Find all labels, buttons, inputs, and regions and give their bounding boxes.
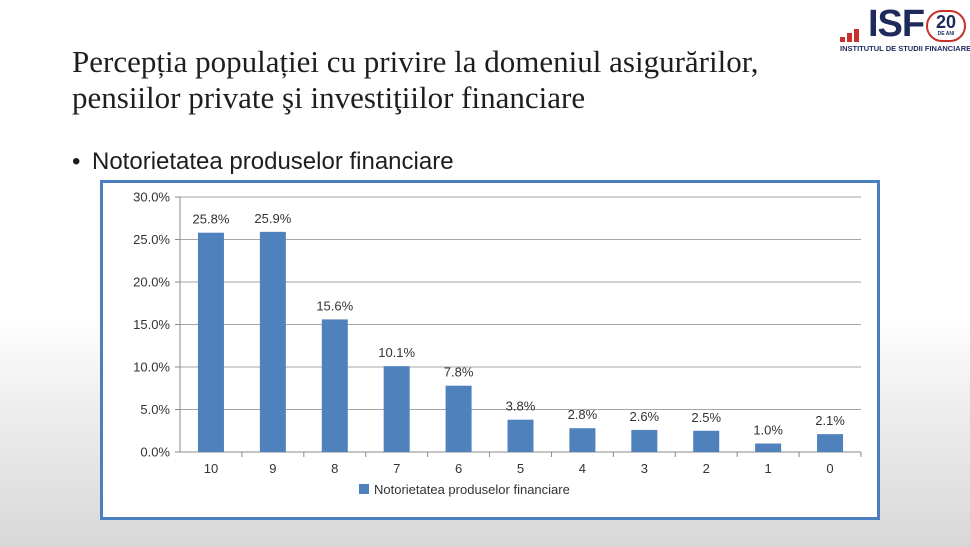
- logo-bars-icon: [840, 26, 870, 42]
- x-tick-label: 9: [269, 461, 276, 476]
- bar: [197, 232, 224, 452]
- x-tick-label: 4: [579, 461, 586, 476]
- x-tick-label: 3: [641, 461, 648, 476]
- chart-frame: 0.0% 5.0% 10.0% 15.0% 20.0% 25.0% 30.0% 25.8% 10…: [100, 180, 880, 520]
- bullet-item: • Notorietatea produselor financiare: [72, 148, 454, 176]
- data-label: 15.6%: [316, 298, 353, 313]
- bar: [321, 319, 348, 452]
- isf-logo: ISF 20 DE ANI INSTITUTUL DE STUDII FINAN…: [838, 2, 970, 56]
- data-label: 7.8%: [444, 365, 474, 380]
- slide-title-line-2: pensiilor private şi investiţiilor finan…: [72, 80, 586, 115]
- y-tick-label: 20.0%: [133, 275, 170, 290]
- data-label: 2.8%: [568, 407, 598, 422]
- logo-text: ISF: [868, 3, 925, 45]
- bar: [693, 430, 720, 452]
- y-tick-label: 15.0%: [133, 317, 170, 332]
- data-label: 25.8%: [193, 212, 230, 227]
- bar: [383, 366, 410, 452]
- y-tick-label: 30.0%: [133, 190, 170, 205]
- data-label: 25.9%: [254, 211, 291, 226]
- bar: [755, 443, 782, 452]
- bar: [507, 419, 534, 452]
- data-label: 2.1%: [815, 413, 845, 428]
- slide-title: Percepția populației cu privire la domen…: [72, 44, 832, 116]
- y-tick-label: 5.0%: [140, 402, 170, 417]
- legend-swatch: [359, 484, 369, 494]
- bar: [631, 429, 658, 452]
- slide-title-line-1: Percepția populației cu privire la domen…: [72, 44, 759, 79]
- y-tick-label: 10.0%: [133, 360, 170, 375]
- data-label: 2.5%: [691, 410, 721, 425]
- logo-number-sub: DE ANI: [937, 31, 955, 37]
- y-tick-label: 25.0%: [133, 232, 170, 247]
- data-label: 2.6%: [629, 409, 659, 424]
- x-tick-label: 8: [331, 461, 338, 476]
- bar-chart: 0.0%5.0%10.0%15.0%20.0%25.0%30.0%25.8%10…: [133, 190, 862, 497]
- x-tick-label: 0: [826, 461, 833, 476]
- bullet-marker: •: [72, 148, 81, 175]
- logo-number: 20: [935, 12, 957, 32]
- legend-label: Notorietatea produselor financiare: [374, 482, 570, 497]
- x-tick-label: 2: [703, 461, 710, 476]
- data-label: 10.1%: [378, 345, 415, 360]
- x-tick-label: 1: [765, 461, 772, 476]
- bullet-text: Notorietatea produselor financiare: [92, 148, 454, 175]
- x-tick-label: 10: [204, 461, 218, 476]
- bar: [259, 231, 286, 452]
- bar: [569, 428, 596, 452]
- y-tick-label: 0.0%: [140, 445, 170, 460]
- x-tick-label: 5: [517, 461, 524, 476]
- data-label: 3.8%: [506, 399, 536, 414]
- bar: [817, 434, 844, 452]
- data-label: 1.0%: [753, 423, 783, 438]
- x-tick-label: 7: [393, 461, 400, 476]
- logo-anniversary-badge: 20 DE ANI: [926, 10, 966, 42]
- x-tick-label: 6: [455, 461, 462, 476]
- logo-caption: INSTITUTUL DE STUDII FINANCIARE: [840, 44, 970, 53]
- bar: [445, 385, 472, 452]
